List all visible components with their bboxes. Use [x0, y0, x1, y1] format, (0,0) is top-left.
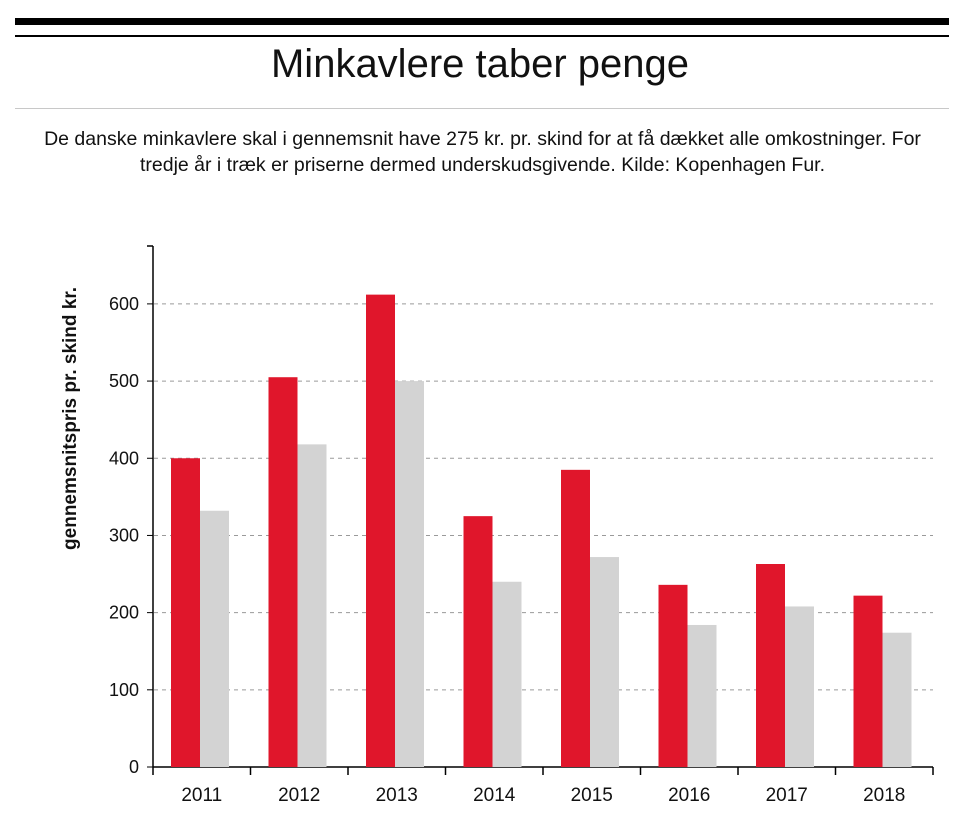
- x-tick-label-2011: 2011: [181, 785, 222, 806]
- x-tick-label-2014: 2014: [473, 785, 516, 806]
- chart-subtitle: De danske minkavlere skal i gennemsnit h…: [44, 128, 921, 176]
- top-rule-thin: [15, 35, 949, 37]
- y-axis-label: gennemsnitspris pr. skind kr.: [60, 287, 81, 550]
- bar-2017-series-1: [756, 564, 785, 767]
- top-rule-thick: [15, 18, 949, 25]
- y-tick-label: 500: [109, 371, 139, 391]
- bar-2018-series-1: [853, 595, 883, 767]
- y-tick-label: 300: [109, 525, 139, 545]
- title-divider: [15, 108, 949, 109]
- y-tick-label: 0: [129, 757, 139, 777]
- chart-title: Minkavlere taber penge: [270, 42, 690, 86]
- bar-2014-series-2: [492, 581, 522, 767]
- y-tick-label: 100: [109, 680, 139, 700]
- bar-2015-series-2: [590, 557, 619, 767]
- bar-2011-series-2: [200, 510, 229, 767]
- x-tick-label-2017: 2017: [766, 785, 808, 806]
- bar-2013-series-2: [395, 381, 424, 767]
- bar-2013-series-1: [366, 294, 395, 767]
- bar-2014-series-1: [463, 516, 493, 767]
- bar-2015-series-1: [561, 469, 590, 767]
- y-tick-label: 600: [109, 294, 139, 314]
- bar-2018-series-2: [882, 632, 912, 767]
- bar-2017-series-2: [785, 606, 814, 767]
- bar-2016-series-1: [658, 584, 688, 767]
- x-tick-label-2015: 2015: [571, 785, 613, 806]
- x-tick-label-2012: 2012: [278, 785, 320, 806]
- y-tick-label: 200: [109, 603, 139, 623]
- bar-2012-series-1: [268, 377, 298, 767]
- x-tick-label-2016: 2016: [668, 785, 710, 806]
- y-tick-label: 400: [109, 448, 139, 468]
- bar-2016-series-2: [687, 624, 717, 767]
- x-tick-label-2013: 2013: [376, 785, 418, 806]
- x-tick-label-2018: 2018: [863, 785, 905, 806]
- bar-2011-series-1: [171, 458, 200, 767]
- bar-2012-series-2: [297, 444, 327, 767]
